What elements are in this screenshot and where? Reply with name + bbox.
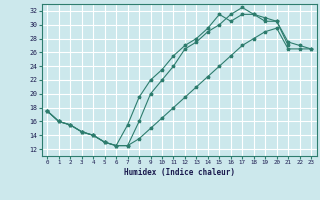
X-axis label: Humidex (Indice chaleur): Humidex (Indice chaleur) xyxy=(124,168,235,177)
